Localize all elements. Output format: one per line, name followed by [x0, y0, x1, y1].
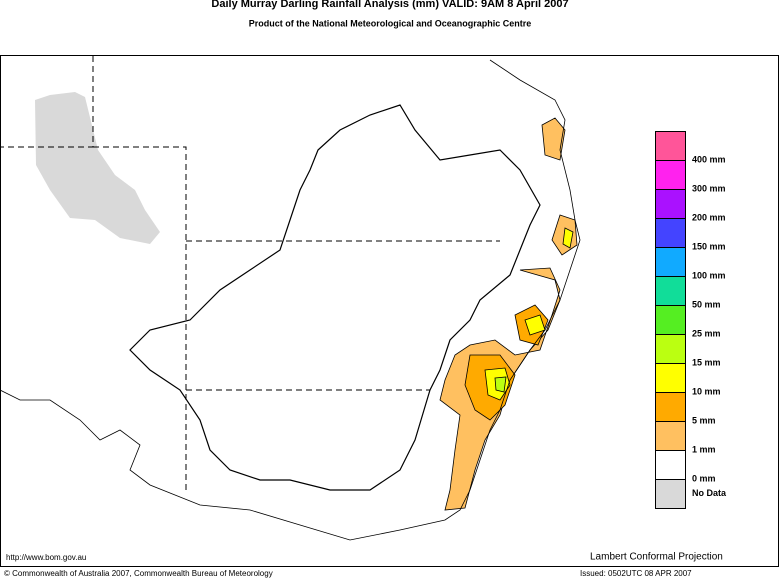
copyright: © Commonwealth of Australia 2007, Common…	[4, 569, 273, 578]
legend-label: 5 mm	[692, 415, 716, 425]
legend-label: 10 mm	[692, 386, 721, 396]
legend-swatch	[655, 131, 686, 161]
url: http://www.bom.gov.au	[6, 553, 86, 562]
legend-swatch	[655, 189, 686, 219]
legend-swatch	[655, 363, 686, 393]
legend-label: 200 mm	[692, 212, 726, 222]
map	[0, 55, 779, 567]
legend-label: 1 mm	[692, 444, 716, 454]
legend-swatch	[655, 247, 686, 277]
legend-swatch	[655, 160, 686, 190]
legend-swatch	[655, 276, 686, 306]
legend-label: No Data	[692, 488, 727, 498]
issued: Issued: 0502UTC 08 APR 2007	[580, 569, 692, 578]
legend-swatch	[655, 421, 686, 451]
title: Daily Murray Darling Rainfall Analysis (…	[211, 0, 568, 10]
legend-label: 100 mm	[692, 270, 726, 280]
legend-label: 300 mm	[692, 183, 726, 193]
legend-swatch	[655, 450, 686, 480]
projection: Lambert Conformal Projection	[590, 552, 723, 563]
legend-swatch	[655, 392, 686, 422]
subtitle: Product of the National Meteorological a…	[249, 18, 532, 28]
legend-swatch	[655, 305, 686, 335]
legend: 400 mm 300 mm 200 mm 150 mm 100 mm 50 mm 25 mm…	[655, 131, 727, 509]
legend-label: 0 mm	[692, 473, 716, 483]
legend-swatch	[655, 479, 686, 509]
legend-label: 15 mm	[692, 357, 721, 367]
legend-label: 400 mm	[692, 154, 726, 164]
legend-swatch	[655, 218, 686, 248]
legend-label: 150 mm	[692, 241, 726, 251]
legend-swatch	[655, 334, 686, 364]
legend-label: 50 mm	[692, 299, 721, 309]
legend-label: 25 mm	[692, 328, 721, 338]
